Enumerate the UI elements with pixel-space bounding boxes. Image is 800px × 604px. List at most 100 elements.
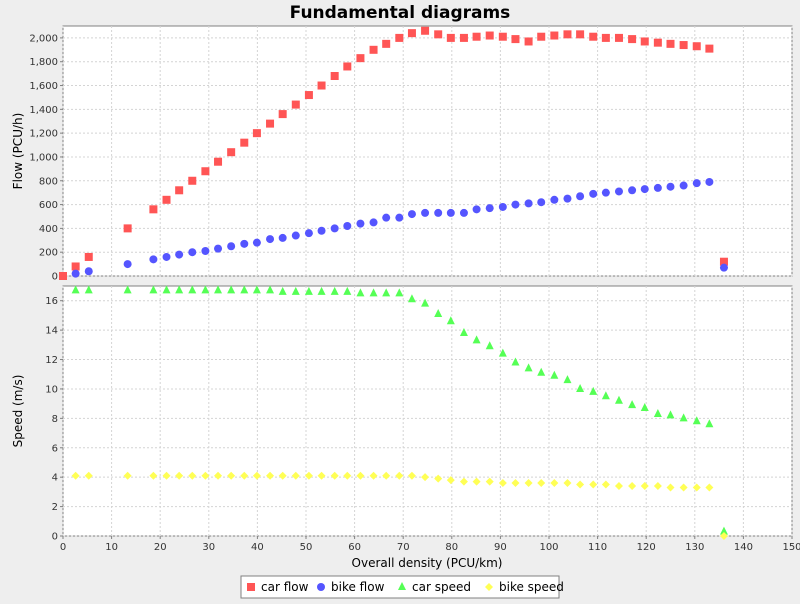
data-point [330,224,339,233]
data-point [278,233,287,242]
data-point [524,363,533,372]
data-point [446,316,455,325]
x-axis-label: Overall density (PCU/km) [352,556,503,570]
data-point [446,33,455,42]
data-point [291,231,300,240]
y-tick-label: 14 [45,326,58,337]
data-point [369,45,378,54]
data-point [188,248,197,257]
data-point [123,471,132,480]
data-point [149,255,158,264]
data-point [317,226,326,235]
data-point [705,44,714,53]
data-point [434,474,443,483]
data-point [421,298,430,307]
legend-label: bike speed [499,580,564,594]
data-point [227,242,236,251]
legend-label: car flow [261,580,309,594]
data-point [304,229,313,238]
series-car-flow [59,26,728,280]
data-point [589,386,598,395]
data-point [498,479,507,488]
data-point [498,32,507,41]
data-point [369,218,378,227]
data-point [614,33,623,42]
x-tick-label: 140 [734,542,753,553]
data-point [395,33,404,42]
data-point [719,257,728,266]
data-point [653,408,662,417]
series-bike-speed [71,471,728,540]
data-point [524,37,533,46]
data-point [201,247,210,255]
data-point [304,91,313,100]
legend: car flow bike flow car speed bike speed [240,575,564,599]
data-point [214,471,223,480]
data-point [628,482,637,490]
data-point [485,204,494,213]
data-point [472,477,481,486]
data-point [343,286,352,295]
x-tick-label: 100 [539,542,558,553]
data-point [266,119,275,128]
data-point [175,250,184,259]
data-point [459,477,468,486]
data-point [446,208,455,217]
data-point [511,200,520,209]
data-point [317,81,326,90]
data-point [278,286,287,295]
data-point [84,267,93,276]
data-point [382,213,391,222]
data-point [628,400,637,409]
data-point [227,148,236,157]
data-point [576,383,585,392]
data-point [421,473,430,482]
data-point [162,471,171,480]
legend-item: bike speed [485,580,564,594]
y-tick-label: 1,600 [29,81,58,92]
y-tick-label: 2 [52,502,58,513]
data-point [84,285,93,294]
data-point [576,480,585,489]
data-point [252,471,261,480]
data-point [601,391,610,400]
data-point [485,31,494,40]
data-point [304,286,313,295]
data-point [317,286,326,295]
data-point [628,35,637,44]
data-point [227,471,236,480]
data-point [550,31,559,40]
data-point [343,62,352,71]
x-tick-label: 150 [782,542,800,553]
data-point [434,208,443,217]
data-point [343,471,352,480]
data-point [149,471,158,480]
data-point [485,477,494,486]
data-point [614,482,623,490]
x-tick-label: 70 [397,542,410,553]
data-point [252,238,261,247]
data-point [705,483,714,492]
data-point [356,288,365,297]
data-point [434,308,443,317]
data-point [640,482,649,490]
y-tick-label: 12 [45,355,58,366]
data-point [679,181,688,190]
data-point [214,157,223,166]
data-point [356,219,365,228]
y-tick-label: 0 [52,532,58,543]
data-point [71,269,80,278]
data-point [291,471,300,480]
x-tick-label: 30 [202,542,215,553]
data-point [705,419,714,428]
y-tick-label: 2,000 [29,33,58,44]
data-point [719,263,728,272]
data-point [589,480,598,489]
y-tick-label: 600 [39,200,58,211]
flow-panel: 0 200 400 600 800 1,000 1,200 1,400 1,600 1,800 2,… [11,25,793,283]
data-point [550,479,559,488]
data-point [395,213,404,222]
data-point [666,182,675,191]
data-point [330,286,339,295]
plot-area [62,285,793,537]
